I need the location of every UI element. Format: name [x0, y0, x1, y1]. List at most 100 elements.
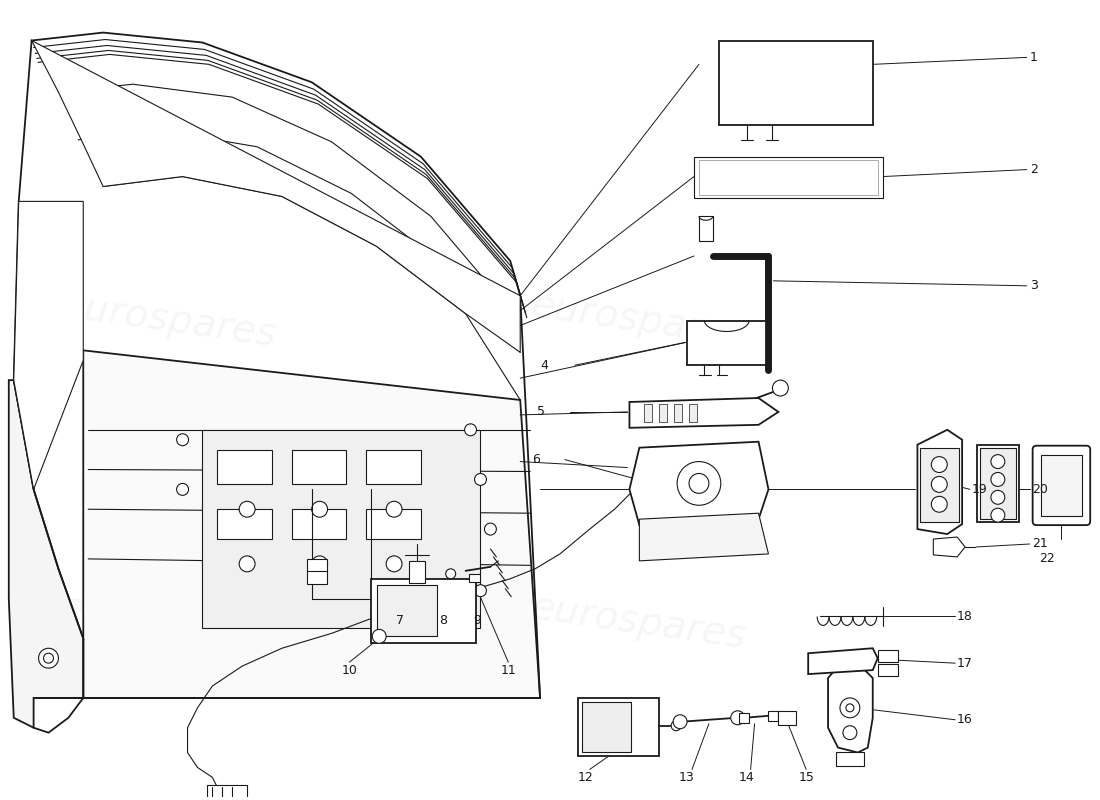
- Polygon shape: [639, 514, 769, 561]
- Text: 14: 14: [739, 771, 755, 784]
- Polygon shape: [808, 648, 878, 674]
- Text: eurospares: eurospares: [58, 589, 278, 656]
- Circle shape: [846, 704, 854, 712]
- Bar: [377, 585, 437, 636]
- Circle shape: [464, 424, 476, 436]
- Text: 1: 1: [1030, 51, 1037, 64]
- Text: 11: 11: [500, 664, 516, 677]
- Circle shape: [239, 556, 255, 572]
- Bar: [739, 713, 749, 722]
- Bar: [218, 510, 272, 539]
- Circle shape: [474, 474, 486, 486]
- Text: eurospares: eurospares: [528, 286, 748, 354]
- Bar: [694, 157, 882, 198]
- Polygon shape: [629, 442, 769, 525]
- Polygon shape: [84, 350, 540, 698]
- Circle shape: [239, 502, 255, 517]
- Text: 19: 19: [972, 483, 988, 496]
- Bar: [409, 561, 425, 582]
- Bar: [878, 650, 898, 662]
- Text: 7: 7: [396, 614, 404, 627]
- Text: 10: 10: [341, 664, 358, 677]
- Text: eurospares: eurospares: [528, 589, 748, 656]
- Bar: [659, 404, 668, 422]
- Circle shape: [840, 698, 860, 718]
- Circle shape: [372, 630, 386, 643]
- Text: 2: 2: [1030, 163, 1037, 176]
- Bar: [645, 404, 652, 422]
- Text: eurospares: eurospares: [58, 286, 278, 354]
- Bar: [718, 41, 872, 125]
- Polygon shape: [9, 380, 84, 728]
- Bar: [769, 711, 779, 721]
- Text: 21: 21: [1032, 538, 1047, 550]
- Circle shape: [474, 585, 486, 597]
- Circle shape: [386, 556, 402, 572]
- Polygon shape: [917, 430, 962, 534]
- Circle shape: [730, 711, 745, 725]
- Text: 6: 6: [532, 453, 540, 466]
- Bar: [674, 404, 682, 422]
- Circle shape: [932, 457, 947, 473]
- Text: 22: 22: [1040, 552, 1055, 566]
- Text: 8: 8: [439, 614, 447, 627]
- Bar: [307, 559, 327, 584]
- FancyBboxPatch shape: [1033, 446, 1090, 525]
- Circle shape: [671, 721, 681, 730]
- Bar: [469, 574, 481, 582]
- Bar: [698, 160, 878, 195]
- Bar: [977, 445, 1019, 522]
- Polygon shape: [14, 202, 84, 490]
- Bar: [208, 786, 248, 799]
- Text: 17: 17: [957, 657, 974, 670]
- Bar: [689, 404, 697, 422]
- Circle shape: [991, 454, 1004, 469]
- Circle shape: [991, 473, 1004, 486]
- Text: 13: 13: [679, 771, 695, 784]
- Polygon shape: [32, 41, 520, 352]
- Bar: [921, 448, 959, 522]
- Text: 4: 4: [540, 358, 548, 372]
- Circle shape: [484, 523, 496, 535]
- Bar: [366, 510, 421, 539]
- Circle shape: [446, 569, 455, 578]
- Bar: [202, 430, 481, 629]
- Text: 12: 12: [578, 771, 594, 784]
- Polygon shape: [933, 537, 965, 557]
- Circle shape: [991, 490, 1004, 504]
- Text: 15: 15: [799, 771, 814, 784]
- Text: 3: 3: [1030, 279, 1037, 292]
- Bar: [779, 711, 796, 725]
- Bar: [218, 450, 272, 485]
- Polygon shape: [828, 666, 872, 753]
- Circle shape: [843, 726, 857, 740]
- Text: 16: 16: [957, 714, 972, 726]
- Circle shape: [177, 483, 188, 495]
- Text: 20: 20: [1032, 483, 1047, 496]
- Circle shape: [772, 380, 789, 396]
- Polygon shape: [629, 398, 779, 428]
- Circle shape: [44, 654, 54, 663]
- Circle shape: [177, 434, 188, 446]
- Bar: [582, 702, 631, 751]
- Bar: [578, 698, 659, 755]
- Circle shape: [991, 508, 1004, 522]
- Bar: [878, 664, 898, 676]
- Circle shape: [311, 556, 328, 572]
- Circle shape: [311, 502, 328, 517]
- Text: 18: 18: [957, 610, 974, 623]
- Circle shape: [689, 474, 708, 494]
- Bar: [836, 751, 864, 766]
- Bar: [372, 578, 475, 643]
- Bar: [980, 448, 1015, 519]
- Circle shape: [673, 714, 688, 729]
- Bar: [688, 321, 767, 366]
- Circle shape: [678, 462, 721, 506]
- Bar: [366, 450, 421, 485]
- Bar: [698, 216, 713, 241]
- Bar: [292, 450, 346, 485]
- Bar: [1041, 454, 1082, 516]
- Text: 5: 5: [537, 406, 544, 418]
- Circle shape: [932, 496, 947, 512]
- Text: 9: 9: [473, 614, 482, 627]
